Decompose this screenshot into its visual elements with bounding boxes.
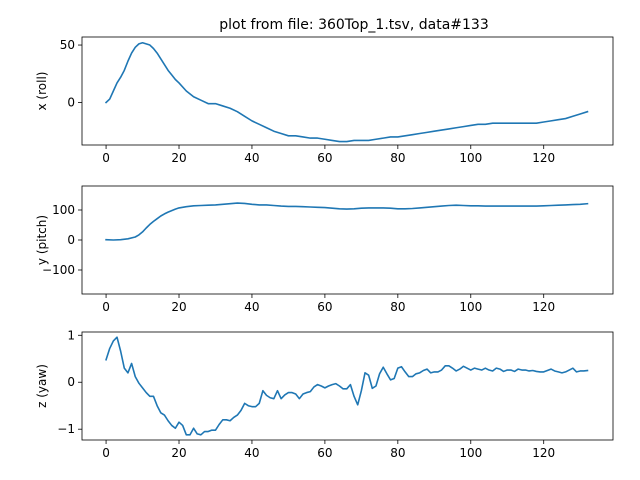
chart-title: plot from file: 360Top_1.tsv, data#133 (219, 17, 488, 33)
x-tick-label-roll: 40 (244, 151, 259, 165)
x-tick-label-roll: 80 (390, 151, 405, 165)
axes-frame-roll (81, 36, 614, 146)
x-tick-label-roll: 120 (532, 151, 555, 165)
x-tick-label-yaw: 60 (317, 446, 332, 460)
axes-frame-pitch (81, 185, 614, 295)
axes-frame-yaw (81, 331, 614, 441)
x-tick-label-yaw: 100 (459, 446, 482, 460)
axes-roll: 0 20 40 60 80 100 120 0 50 x (roll) (35, 36, 614, 165)
x-tick-label-pitch: 40 (244, 300, 259, 314)
x-tick-label-yaw: 120 (532, 446, 555, 460)
y-axis-label-roll: x (roll) (35, 72, 49, 111)
y-tick-label-pitch: 0 (67, 233, 75, 247)
x-tick-label-yaw: 0 (102, 446, 110, 460)
y-tick-label-yaw: 0 (67, 375, 75, 389)
axes-yaw: 0 20 40 60 80 100 120 −1 0 1 z (yaw) (35, 328, 614, 460)
y-tick-label-yaw: 1 (67, 328, 75, 342)
series-line-roll (104, 41, 589, 143)
y-tick-label-pitch: −100 (42, 263, 75, 277)
x-tick-label-roll: 0 (102, 151, 110, 165)
y-tick-label-yaw: −1 (57, 422, 75, 436)
x-tick-label-yaw: 20 (171, 446, 186, 460)
y-tick-label-roll: 50 (60, 38, 75, 52)
x-tick-label-roll: 100 (459, 151, 482, 165)
y-axis-label-pitch: y (pitch) (35, 215, 49, 265)
x-tick-label-pitch: 80 (390, 300, 405, 314)
x-tick-label-pitch: 0 (102, 300, 110, 314)
x-tick-label-pitch: 20 (171, 300, 186, 314)
x-tick-label-yaw: 40 (244, 446, 259, 460)
x-tick-label-roll: 60 (317, 151, 332, 165)
y-tick-label-roll: 0 (67, 95, 75, 109)
series-line-yaw (105, 336, 589, 436)
x-tick-label-pitch: 120 (532, 300, 555, 314)
y-axis-label-yaw: z (yaw) (35, 364, 49, 408)
y-tick-label-pitch: 100 (52, 203, 75, 217)
x-tick-label-roll: 20 (171, 151, 186, 165)
series-line-pitch (105, 202, 589, 241)
x-tick-label-pitch: 100 (459, 300, 482, 314)
x-tick-label-yaw: 80 (390, 446, 405, 460)
x-tick-label-pitch: 60 (317, 300, 332, 314)
